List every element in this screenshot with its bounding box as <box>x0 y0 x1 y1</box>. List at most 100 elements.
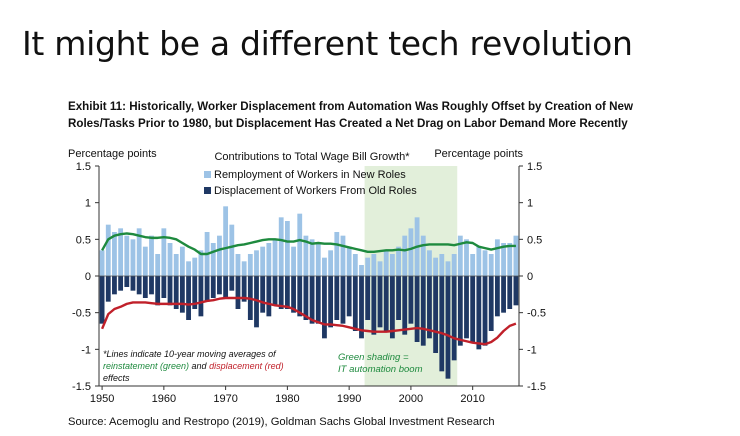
reemployment-bar-1976 <box>260 246 266 276</box>
displacement-bar-2000 <box>408 276 414 324</box>
xtick-label: 1960 <box>152 393 176 405</box>
displacement-bar-1968 <box>210 276 216 298</box>
reemployment-bar-1956 <box>136 228 142 276</box>
reemployment-bar-1980 <box>284 221 290 276</box>
right-ytick-label: 1 <box>527 198 533 210</box>
reemployment-bar-1950 <box>99 250 105 276</box>
reemployment-bar-1994 <box>371 254 377 276</box>
footnote-line-2: reinstatement (green) and displacement (… <box>103 361 284 371</box>
xtick-label: 2000 <box>399 393 423 405</box>
reemployment-bar-1978 <box>272 239 278 276</box>
legend-swatch-displacement <box>204 187 211 194</box>
displacement-bar-1986 <box>322 276 327 339</box>
right-ytick-label: -0.5 <box>527 308 546 320</box>
left-ytick-label: -1 <box>81 344 91 356</box>
left-ytick-label: -1.5 <box>72 381 91 393</box>
xtick-label: 1970 <box>213 393 237 405</box>
displacement-bar-2011 <box>476 276 482 350</box>
reemployment-bar-1995 <box>377 261 383 276</box>
displacement-bar-1992 <box>359 276 364 339</box>
displacement-bar-1977 <box>266 276 272 317</box>
displacement-bar-1958 <box>149 276 154 295</box>
displacement-bar-2016 <box>507 276 513 309</box>
reemployment-bar-1952 <box>112 232 117 276</box>
displacement-bar-2002 <box>420 276 426 346</box>
reemployment-bar-1982 <box>297 213 303 276</box>
displacement-bar-1996 <box>383 276 389 331</box>
shading-annotation: Green shading = IT automation boom <box>338 352 423 375</box>
displacement-bar-2005 <box>439 276 445 372</box>
reemployment-bar-2014 <box>494 239 500 276</box>
displacement-bar-2015 <box>501 276 506 313</box>
reemployment-bar-1985 <box>315 243 321 276</box>
reemployment-bar-2015 <box>501 243 506 276</box>
reemployment-bar-1996 <box>383 250 389 276</box>
displacement-bar-1957 <box>142 276 148 298</box>
displacement-bar-1987 <box>328 276 334 328</box>
displacement-bar-1981 <box>291 276 296 313</box>
reemployment-bar-1965 <box>192 257 198 276</box>
reemployment-bar-1957 <box>142 246 148 276</box>
right-ytick-label: 1.5 <box>527 161 542 173</box>
displacement-bar-1985 <box>315 276 321 324</box>
reemployment-bar-2003 <box>427 250 432 276</box>
footnote-red-text: displacement (red) <box>209 361 284 371</box>
displacement-bar-2003 <box>427 276 432 339</box>
displacement-bar-2009 <box>464 276 469 339</box>
displacement-bar-1973 <box>241 276 247 302</box>
displacement-bar-1979 <box>278 276 284 309</box>
displacement-bar-1970 <box>223 276 229 298</box>
displacement-bar-1953 <box>118 276 124 291</box>
left-ytick-label: 1.5 <box>76 161 91 173</box>
reemployment-bar-2017 <box>513 235 519 276</box>
displacement-bar-1962 <box>173 276 179 309</box>
displacement-bar-1972 <box>235 276 241 309</box>
reemployment-bar-1972 <box>235 254 241 276</box>
reemployment-bar-1960 <box>161 228 167 276</box>
reemployment-bar-1991 <box>352 254 358 276</box>
displacement-bar-2012 <box>482 276 488 346</box>
displacement-bar-1967 <box>204 276 210 302</box>
displacement-bar-1990 <box>346 276 352 317</box>
displacement-bar-1969 <box>217 276 222 295</box>
displacement-bar-2006 <box>445 276 451 379</box>
xtick-label: 2010 <box>460 393 484 405</box>
left-ytick-label: -0.5 <box>72 308 91 320</box>
reemployment-bar-1961 <box>167 243 173 276</box>
footnote-line-3: effects <box>103 373 130 383</box>
displacement-bar-1956 <box>136 276 142 295</box>
moving-average-lines <box>100 232 517 346</box>
xtick-label: 1950 <box>90 393 114 405</box>
displacement-bar-1952 <box>112 276 117 295</box>
reemployment-bar-1955 <box>130 239 136 276</box>
right-ytick-label: -1 <box>527 344 537 356</box>
displacement-bar-1997 <box>389 276 395 339</box>
reemployment-bar-2005 <box>439 254 445 276</box>
reemployment-bar-1958 <box>149 235 154 276</box>
displacement-bar-1959 <box>155 276 161 306</box>
exhibit-title-line-2: Roles/Tasks Prior to 1980, but Displacem… <box>68 117 628 130</box>
reemployment-bar-1987 <box>328 250 334 276</box>
displacement-bar-1998 <box>396 276 401 320</box>
right-ytick-label: 0 <box>527 271 533 283</box>
displacement-bar-1995 <box>377 276 383 328</box>
reemployment-bar-1971 <box>229 224 235 276</box>
reemployment-bar-1981 <box>291 246 296 276</box>
displacement-bar-2001 <box>414 276 420 342</box>
reemployment-bar-1999 <box>402 235 408 276</box>
reemployment-bar-1984 <box>309 239 315 276</box>
displacement-bar-1978 <box>272 276 278 306</box>
displacement-bar-1954 <box>124 276 130 287</box>
displacement-bar-1988 <box>334 276 340 320</box>
right-ytick-label: -1.5 <box>527 381 546 393</box>
displacement-bar-2008 <box>457 276 463 346</box>
reemployment-bar-1993 <box>365 257 371 276</box>
reemployment-bar-1969 <box>217 235 222 276</box>
reinstatement-average-line <box>101 232 516 256</box>
footnote-green-text: reinstatement (green) <box>103 361 189 371</box>
displacement-bar-1980 <box>284 276 290 309</box>
displacement-bar-1993 <box>365 276 371 320</box>
displacement-bar-1955 <box>130 276 136 291</box>
reemployment-bar-2012 <box>482 250 488 276</box>
